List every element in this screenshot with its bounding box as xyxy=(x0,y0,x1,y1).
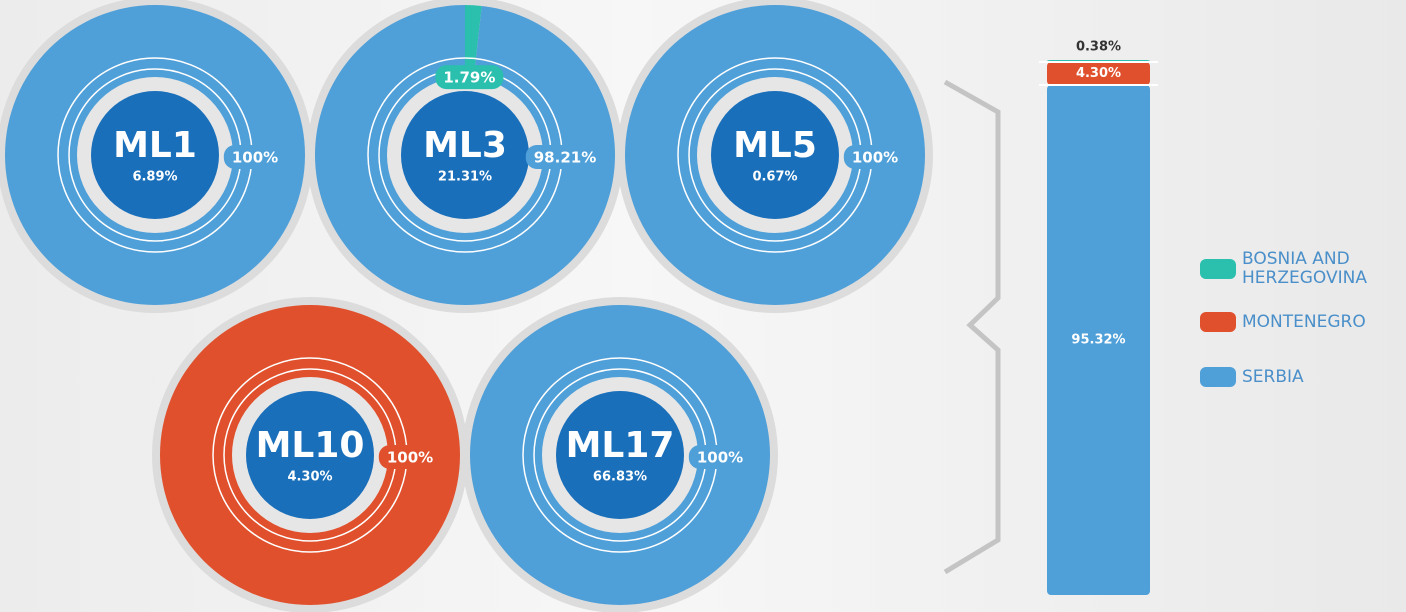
value-label: 100% xyxy=(852,149,898,167)
donut-subtitle: 21.31% xyxy=(438,170,492,185)
donut-subtitle: 0.67% xyxy=(752,170,797,185)
legend-label: BOSNIA AND HERZEGOVINA xyxy=(1242,249,1367,288)
value-label: 100% xyxy=(387,449,433,467)
value-label: 98.21% xyxy=(534,149,596,167)
center xyxy=(711,91,839,219)
value-pill: 98.21% xyxy=(525,145,605,169)
center xyxy=(401,91,529,219)
bar-value-label: 0.38% xyxy=(1076,40,1121,55)
pill-bg xyxy=(435,65,504,90)
pill-bg xyxy=(843,145,907,169)
legend-swatch xyxy=(1200,312,1236,332)
bar-segment xyxy=(1047,85,1150,596)
bar-value-label: 95.32% xyxy=(1071,333,1125,348)
bar-segment xyxy=(1047,62,1150,86)
donut-subtitle: 4.30% xyxy=(287,470,332,485)
bracket xyxy=(943,79,1001,575)
value-label: 1.79% xyxy=(443,69,495,87)
pill-bg xyxy=(223,145,287,169)
legend-swatch xyxy=(1200,259,1236,279)
center xyxy=(246,391,374,519)
donut-title: ML5 xyxy=(733,125,817,166)
pill-bg xyxy=(378,445,442,469)
bar-value-label: 4.30% xyxy=(1076,66,1121,81)
donut-subtitle: 6.89% xyxy=(132,170,177,185)
legend-label: SERBIA xyxy=(1242,366,1304,387)
legend-item: BOSNIA AND HERZEGOVINA xyxy=(1200,250,1402,288)
donut-title: ML3 xyxy=(423,125,507,166)
donut-subtitle: 66.83% xyxy=(593,470,647,485)
pill-bg xyxy=(688,445,752,469)
value-pill: 1.79% xyxy=(435,65,504,90)
donut-title: ML17 xyxy=(566,425,675,466)
center xyxy=(556,391,684,519)
legend-item: SERBIA xyxy=(1200,367,1402,387)
center xyxy=(91,91,219,219)
value-label: 100% xyxy=(697,449,743,467)
pill-bg xyxy=(525,145,605,169)
value-pill: 100% xyxy=(843,145,907,169)
value-label: 100% xyxy=(232,149,278,167)
donut-title: ML10 xyxy=(256,425,365,466)
legend-swatch xyxy=(1200,367,1236,387)
value-pill: 100% xyxy=(688,445,752,469)
legend-label: MONTENEGRO xyxy=(1242,311,1366,332)
value-pill: 100% xyxy=(223,145,287,169)
legend-item: MONTENEGRO xyxy=(1200,312,1402,332)
value-pill: 100% xyxy=(378,445,442,469)
donut-title: ML1 xyxy=(113,125,197,166)
